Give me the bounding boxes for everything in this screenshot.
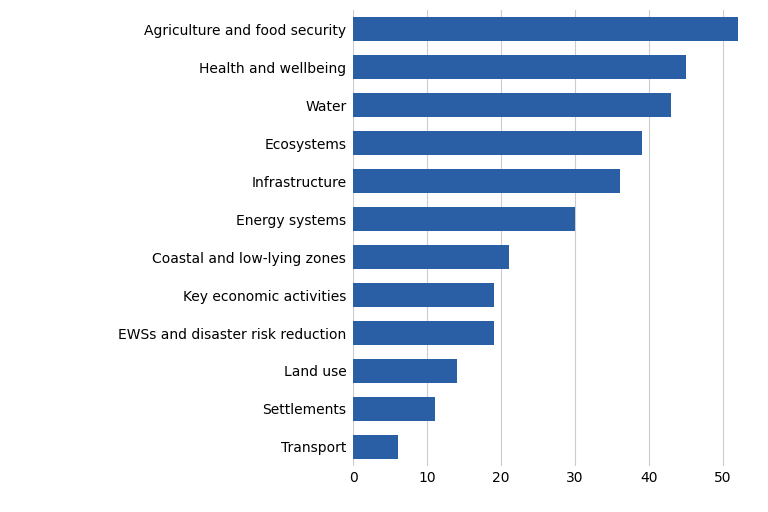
Bar	[353, 17, 738, 41]
Bar	[353, 283, 494, 307]
Bar	[353, 359, 457, 383]
Bar	[353, 169, 620, 193]
Bar	[353, 93, 671, 117]
Bar	[353, 207, 575, 231]
Bar	[353, 397, 435, 421]
Bar	[353, 55, 686, 79]
Bar	[353, 435, 398, 459]
Bar	[353, 132, 642, 155]
Bar	[353, 321, 494, 345]
Bar	[353, 245, 508, 269]
